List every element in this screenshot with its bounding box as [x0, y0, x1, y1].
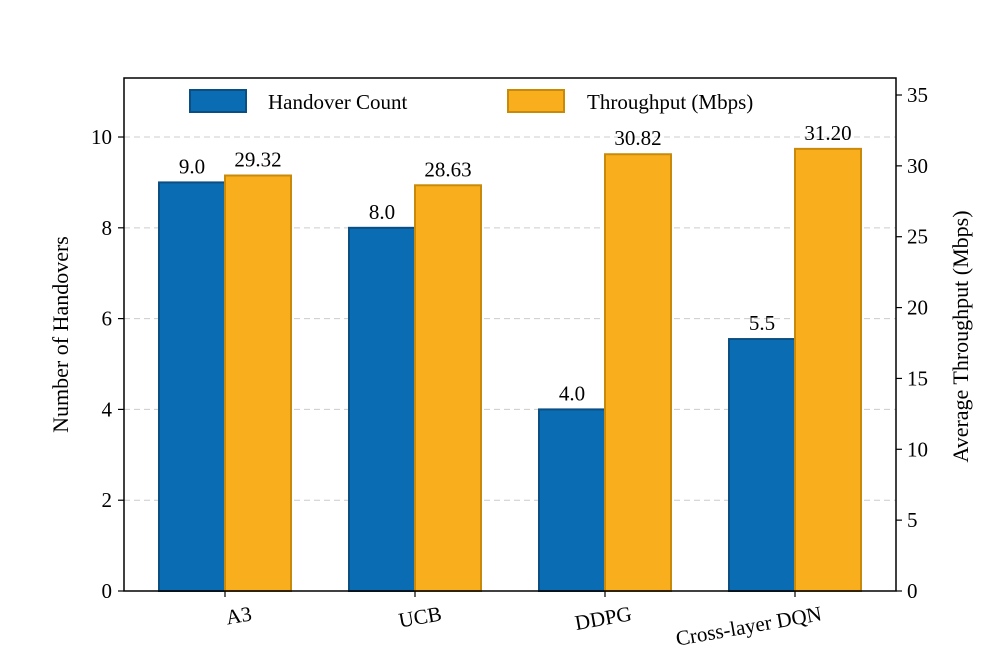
- x-tick-label-cross-layer-dqn: Cross-layer DQN: [674, 601, 823, 650]
- data-label-handover-count-a3: 9.0: [179, 154, 205, 178]
- data-label-handover-count-ddpg: 4.0: [559, 381, 585, 405]
- y-axis-title-right: Average Throughput (Mbps): [948, 210, 973, 462]
- y-tick-label-right: 20: [907, 296, 928, 320]
- data-label-handover-count-ucb: 8.0: [369, 200, 395, 224]
- bar-throughput-mbps-a3: [224, 174, 292, 592]
- y-tick-label-left: 0: [102, 579, 113, 603]
- legend-swatch-throughput: [507, 89, 565, 113]
- y-tick-label-right: 30: [907, 154, 928, 178]
- x-axis: A3 UCB DDPG Cross-layer DQN: [224, 591, 823, 651]
- data-label-handover-count-cross-layer-dqn: 5.5: [749, 311, 775, 335]
- y-tick-label-left: 6: [102, 307, 113, 331]
- bars: [158, 147, 862, 593]
- bar-handover-count-ucb: [348, 226, 416, 593]
- y-tick-label-right: 25: [907, 225, 928, 249]
- legend-label-handover-count: Handover Count: [268, 90, 408, 114]
- x-tick-label-ucb: UCB: [397, 601, 444, 632]
- data-label-throughput-mbps-ucb: 28.63: [424, 157, 471, 181]
- y-tick-label-left: 2: [102, 488, 113, 512]
- y-tick-label-right: 10: [907, 437, 928, 461]
- legend-label-throughput: Throughput (Mbps): [587, 90, 753, 114]
- bar-throughput-mbps-ucb: [414, 184, 482, 592]
- y-tick-label-right: 0: [907, 579, 918, 603]
- y-axis-left: 0 2 4 6 8 10: [91, 125, 124, 603]
- y-axis-right: 0 5 10 15 20 25 30 35: [896, 83, 928, 603]
- bar-throughput-mbps-ddpg: [604, 153, 672, 593]
- y-tick-label-left: 8: [102, 216, 113, 240]
- y-tick-label-right: 5: [907, 508, 918, 532]
- y-tick-label-right: 15: [907, 366, 928, 390]
- bar-handover-count-cross-layer-dqn: [728, 338, 796, 592]
- data-label-throughput-mbps-a3: 29.32: [234, 147, 281, 171]
- plot-frame: [123, 77, 897, 592]
- x-tick-label-ddpg: DDPG: [573, 601, 633, 635]
- bar-throughput-mbps-cross-layer-dqn: [794, 147, 862, 592]
- y-tick-label-right: 35: [907, 83, 928, 107]
- data-label-throughput-mbps-ddpg: 30.82: [614, 126, 661, 150]
- y-tick-label-left: 4: [102, 397, 113, 421]
- legend-swatch-handover-count: [189, 89, 247, 113]
- data-label-throughput-mbps-cross-layer-dqn: 31.20: [804, 121, 851, 145]
- y-axis-title-left: Number of Handovers: [48, 236, 73, 433]
- y-tick-label-left: 10: [91, 125, 112, 149]
- bar-handover-count-ddpg: [538, 408, 606, 592]
- x-tick-label-a3: A3: [224, 601, 253, 629]
- bar-handover-count-a3: [158, 181, 226, 592]
- legend: Handover Count Throughput (Mbps): [189, 89, 753, 114]
- data-labels: 9.0 29.32 8.0 28.63 4.0 30.82 5.5 31.20: [179, 121, 852, 406]
